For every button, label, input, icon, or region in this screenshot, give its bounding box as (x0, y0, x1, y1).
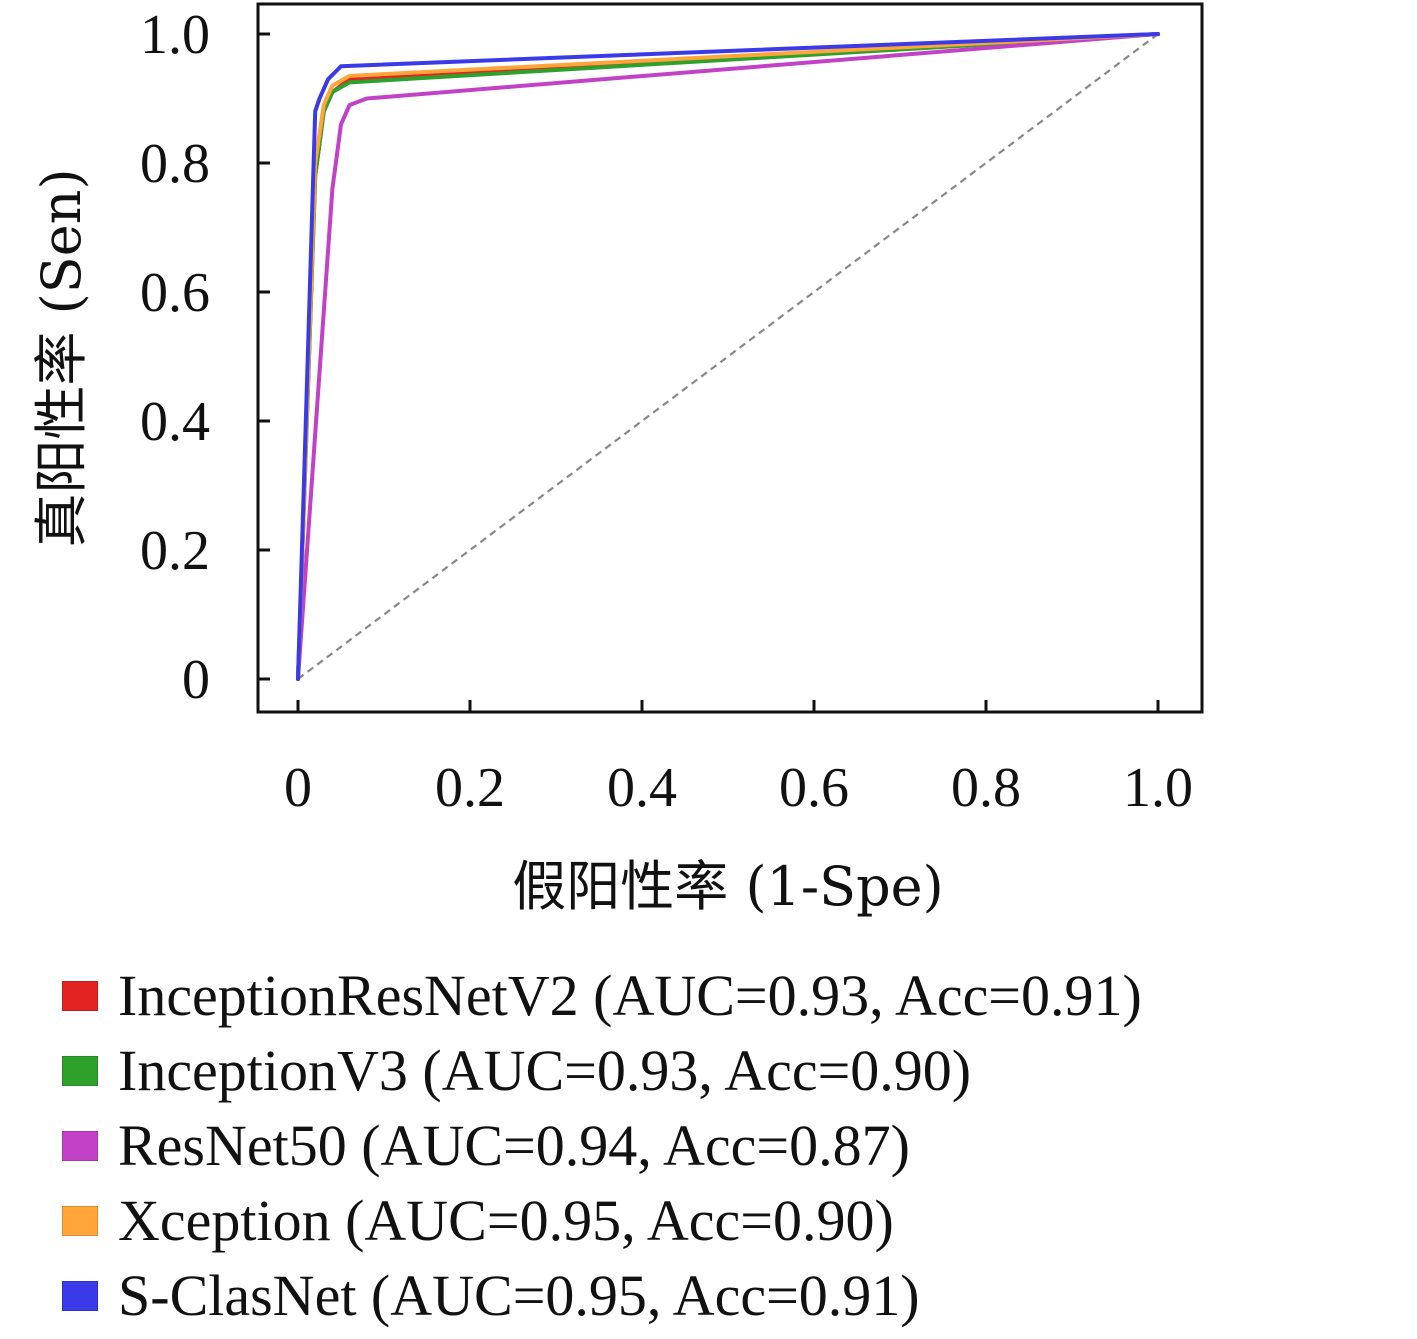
legend-label: InceptionV3 (AUC=0.93, Acc=0.90) (118, 1037, 972, 1103)
axis-ticks: 0 0.2 0.4 0.6 0.8 1.0 0 0.2 0.4 0.6 0.8 1.0 (140, 4, 1193, 819)
series-line-5 (296, 32, 1160, 681)
y-tick-label: 0 (182, 649, 210, 711)
y-tick-label: 0.2 (140, 520, 210, 582)
legend: InceptionResNetV2 (AUC=0.93, Acc=0.91) In… (62, 958, 1142, 1333)
legend-item: InceptionResNetV2 (AUC=0.93, Acc=0.91) (62, 958, 1142, 1033)
reference-diagonal-line (297, 33, 1159, 680)
plot-frame (256, 2, 1204, 714)
legend-label: Xception (AUC=0.95, Acc=0.90) (118, 1187, 894, 1253)
x-tick-label: 0.2 (435, 757, 505, 819)
legend-item: InceptionV3 (AUC=0.93, Acc=0.90) (62, 1033, 1142, 1108)
y-tick-label: 0.4 (140, 391, 210, 453)
plot-content (296, 32, 1160, 681)
legend-swatch (62, 980, 98, 1011)
legend-swatch (62, 1055, 98, 1086)
legend-label: ResNet50 (AUC=0.94, Acc=0.87) (118, 1112, 910, 1178)
x-axis-label: 假阳性率 (1-Spe) (512, 855, 943, 918)
legend-item: S-ClasNet (AUC=0.95, Acc=0.91) (62, 1258, 1142, 1333)
x-tick-label: 0.4 (607, 757, 677, 819)
legend-swatch (62, 1205, 98, 1236)
series-line-3 (296, 32, 1160, 681)
y-tick-label: 0.6 (140, 262, 210, 324)
x-tick-label: 0.6 (779, 757, 849, 819)
x-tick-label: 0.8 (951, 757, 1021, 819)
legend-label: S-ClasNet (AUC=0.95, Acc=0.91) (118, 1262, 920, 1328)
x-tick-label: 0 (284, 757, 312, 819)
legend-label: InceptionResNetV2 (AUC=0.93, Acc=0.91) (118, 962, 1142, 1028)
legend-item: Xception (AUC=0.95, Acc=0.90) (62, 1183, 1142, 1258)
legend-item: ResNet50 (AUC=0.94, Acc=0.87) (62, 1108, 1142, 1183)
y-tick-label: 1.0 (140, 4, 210, 66)
y-tick-label: 0.8 (140, 133, 210, 195)
roc-chart: 0 0.2 0.4 0.6 0.8 1.0 0 0.2 0.4 0.6 0.8 1.0 假阳性率 (1… (30, 2, 1204, 918)
legend-swatch (62, 1130, 98, 1161)
legend-swatch (62, 1280, 98, 1311)
y-axis-label: 真阳性率 (Sen) (30, 168, 93, 547)
x-tick-label: 1.0 (1123, 757, 1193, 819)
